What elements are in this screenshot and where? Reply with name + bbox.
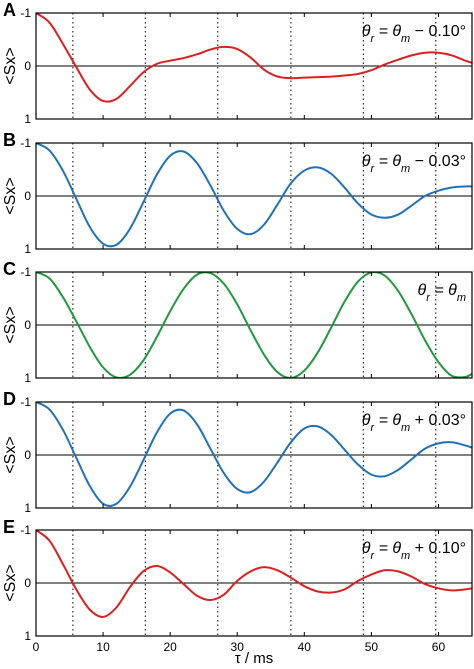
ytick-label: -1 — [20, 523, 31, 537]
xtick-label: 10 — [96, 640, 110, 654]
ytick-label: -1 — [20, 395, 31, 409]
ytick-label: -1 — [20, 136, 31, 150]
series-line — [36, 272, 472, 378]
panel-letter: A — [3, 0, 16, 20]
panel-letter: C — [3, 259, 16, 279]
ytick-label: 0 — [24, 576, 31, 590]
ytick-label: 1 — [24, 242, 31, 256]
panel-letter: B — [3, 130, 16, 150]
panel-d: -1 0 1 D <Sx> θr = θm + 0.03° — [2, 389, 473, 515]
annotation-label: θr = θm − 0.03° — [362, 153, 466, 175]
annotation-label: θr = θm + 0.10° — [362, 540, 466, 562]
ytick-label: 1 — [24, 371, 31, 385]
panel-c: -1 0 1 C <Sx> θr = θm — [2, 259, 473, 385]
ytick-label: 1 — [24, 629, 31, 643]
ytick-label: -1 — [20, 265, 31, 279]
ytick-label: 0 — [24, 448, 31, 462]
xtick-label: 60 — [432, 640, 446, 654]
y-axis-label: <Sx> — [2, 306, 19, 343]
series-line — [36, 143, 472, 248]
annotation-label: θr = θm + 0.03° — [362, 412, 466, 434]
series-line — [36, 402, 472, 507]
annotation-label: θr = θm — [418, 282, 466, 304]
panel-a: -1 0 1 A <Sx> θr = θm − 0.10° — [2, 0, 473, 126]
xtick-label: 0 — [33, 640, 40, 654]
xtick-label: 40 — [298, 640, 312, 654]
y-axis-label: <Sx> — [2, 47, 19, 84]
xtick-label: 20 — [163, 640, 177, 654]
ytick-label: 1 — [24, 112, 31, 126]
y-axis-label: <Sx> — [2, 564, 19, 601]
ytick-label: 0 — [24, 318, 31, 332]
ytick-label: 0 — [24, 59, 31, 73]
panel-letter: D — [3, 389, 16, 409]
xtick-label: 30 — [231, 640, 245, 654]
series-line — [36, 530, 472, 618]
ytick-label: 1 — [24, 501, 31, 515]
xtick-label: 50 — [365, 640, 379, 654]
panel-b: -1 0 1 B <Sx> θr = θm − 0.03° — [2, 130, 473, 256]
y-axis-label: <Sx> — [2, 436, 19, 473]
x-axis-label: τ / ms — [235, 650, 273, 667]
ytick-label: -1 — [20, 6, 31, 20]
y-axis-label: <Sx> — [2, 177, 19, 214]
panel-letter: E — [3, 517, 15, 537]
annotation-label: θr = θm − 0.10° — [362, 23, 466, 45]
ytick-label: 0 — [24, 189, 31, 203]
series-line — [36, 13, 472, 103]
